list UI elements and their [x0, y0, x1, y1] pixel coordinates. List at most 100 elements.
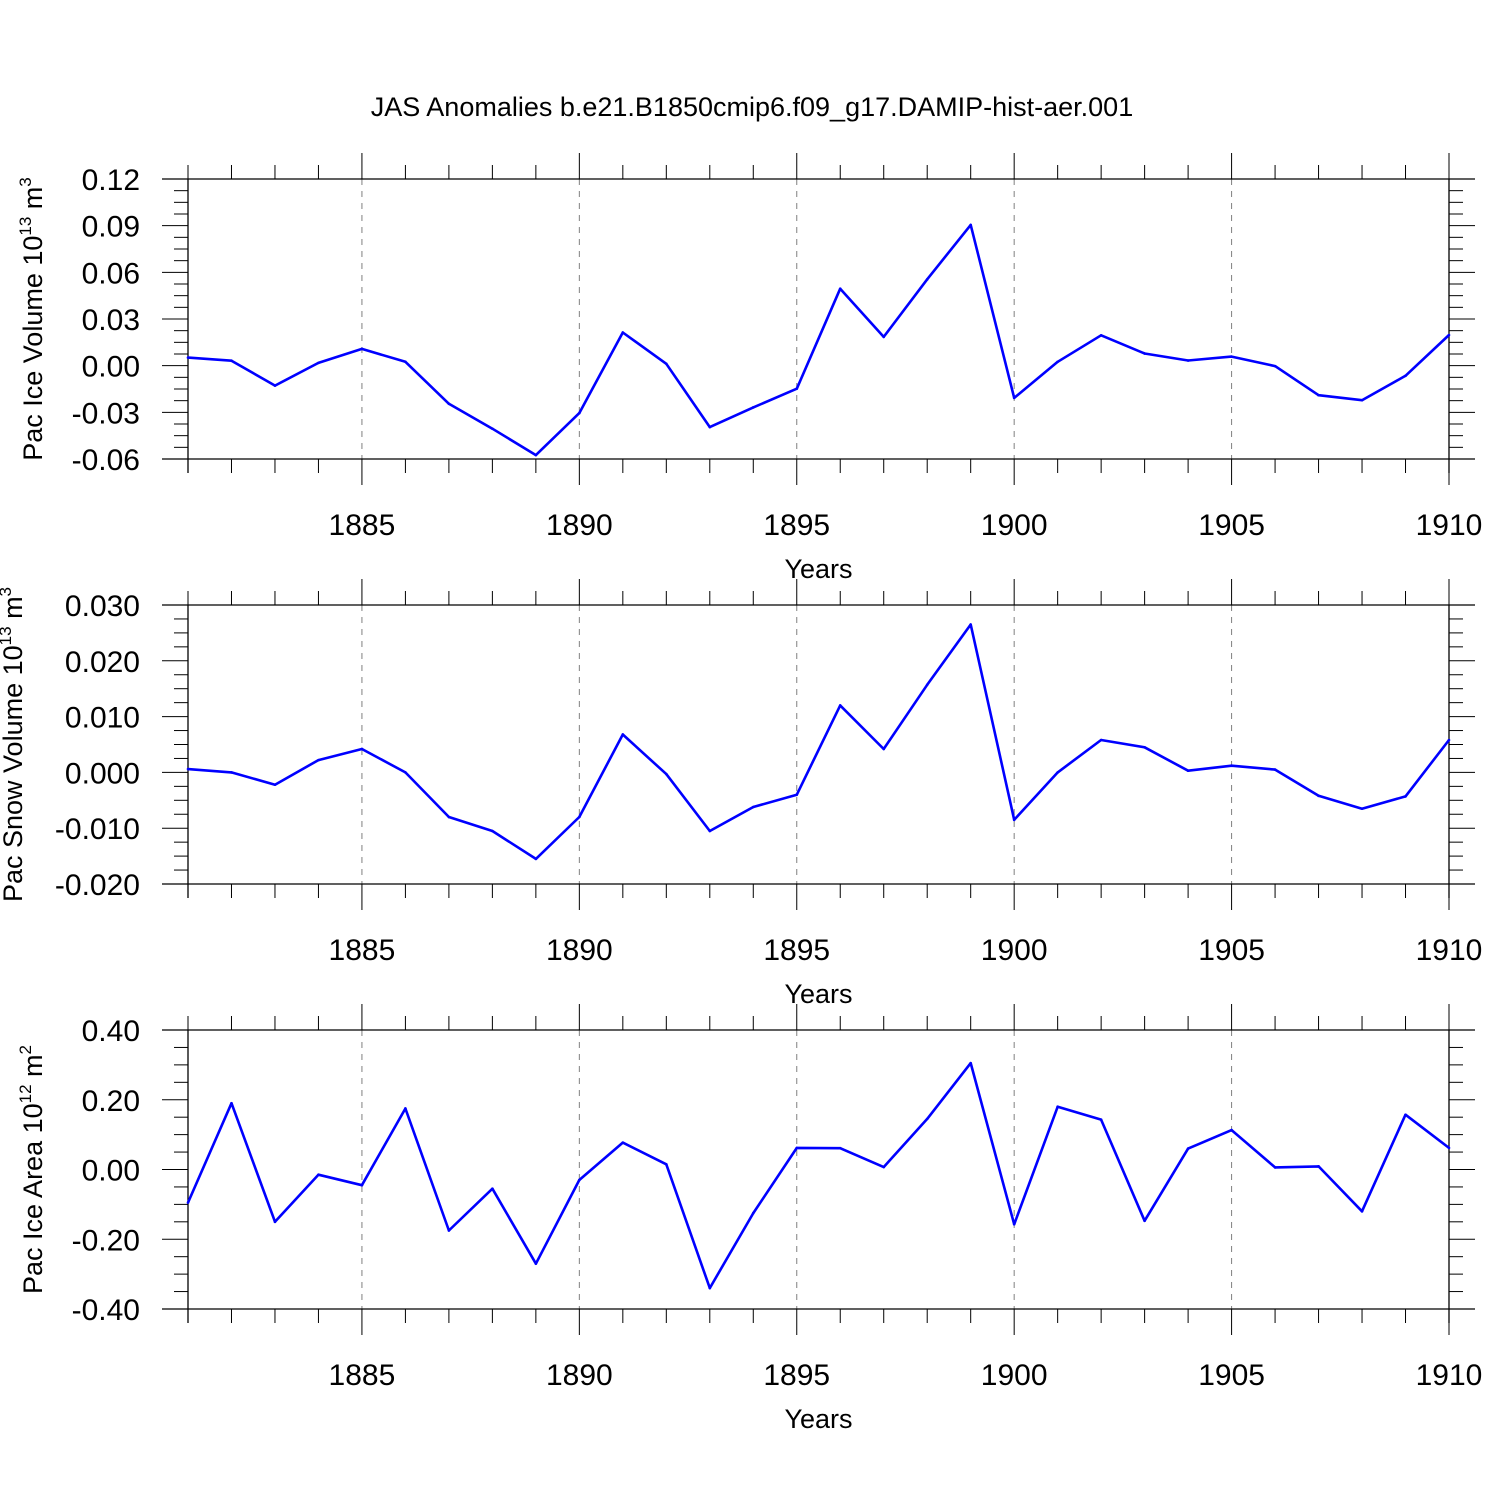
- data-point: [578, 411, 581, 415]
- y-tick-label: 0.00: [82, 1155, 140, 1188]
- data-point: [491, 427, 494, 430]
- data-point: [1404, 795, 1407, 798]
- y-tick-label: -0.020: [55, 869, 140, 902]
- y-tick-label: 0.12: [82, 164, 140, 197]
- data-point: [969, 623, 972, 626]
- y-axis-label-superscript: 3: [0, 587, 15, 596]
- y-tick-label: 0.09: [82, 211, 140, 244]
- data-point: [925, 1117, 929, 1121]
- data-point: [795, 1146, 799, 1150]
- y-axis-label: Pac Ice Area 1012 m2: [16, 1045, 48, 1294]
- y-axis-label-superscript: 3: [16, 177, 35, 186]
- figure-title: JAS Anomalies b.e21.B1850cmip6.f09_g17.D…: [371, 92, 1133, 122]
- data-point: [795, 387, 799, 390]
- data-point: [186, 1201, 190, 1204]
- data-point: [1056, 360, 1059, 364]
- x-tick-label: 1910: [1416, 509, 1483, 542]
- data-point: [1317, 1165, 1320, 1168]
- y-axis-label-part: m: [0, 596, 28, 626]
- data-point: [882, 1165, 886, 1169]
- panel-1: 0.12 0.09 0.06 0.03 0.00 -0.03 -0.06 1885 1890 18…: [16, 153, 1482, 584]
- y-axis-label-part: Pac Ice Volume 10: [18, 236, 48, 461]
- data-point: [1404, 1113, 1407, 1117]
- data-point: [925, 683, 929, 687]
- data-point: [838, 1146, 842, 1150]
- x-tick-label: 1885: [329, 934, 396, 967]
- data-point: [1056, 1105, 1059, 1109]
- data-point: [795, 793, 799, 797]
- x-axis-label: Years: [784, 554, 852, 584]
- x-tick-label: 1905: [1198, 1359, 1265, 1392]
- data-point: [360, 347, 364, 351]
- data-point: [969, 223, 972, 227]
- data-point: [1273, 768, 1277, 771]
- data-point: [1099, 738, 1103, 742]
- data-point: [447, 815, 451, 819]
- y-tick-label: 0.000: [65, 757, 140, 790]
- data-point: [1012, 1222, 1016, 1226]
- data-point: [751, 406, 755, 409]
- data-point: [1143, 745, 1146, 749]
- data-point: [1273, 364, 1277, 368]
- panel-3: 0.40 0.20 0.00 -0.20 -0.40 1885 1890 1895 1900 19…: [16, 1004, 1482, 1434]
- y-tick-label: 0.03: [82, 304, 140, 337]
- y-axis-label: Pac Ice Volume 1013 m3: [16, 177, 48, 461]
- x-tick-label: 1890: [546, 509, 613, 542]
- data-point: [1230, 764, 1233, 768]
- series-line: [187, 223, 1450, 457]
- series-line: [186, 1061, 1450, 1290]
- data-point: [230, 771, 233, 774]
- data-point: [404, 360, 407, 364]
- data-point: [273, 1220, 277, 1224]
- y-tick-label: -0.06: [72, 444, 140, 477]
- data-point: [621, 331, 625, 334]
- y-axis-label: Pac Snow Volume 1013 m3: [0, 587, 28, 902]
- data-point: [1099, 1118, 1103, 1121]
- x-tick-label: 1905: [1198, 509, 1265, 542]
- x-tick-label: 1900: [981, 934, 1048, 967]
- data-point: [1099, 334, 1103, 337]
- data-point: [578, 815, 581, 819]
- data-point: [1447, 1146, 1451, 1150]
- data-point: [404, 771, 407, 774]
- y-tick-label: 0.20: [82, 1085, 140, 1118]
- data-point: [534, 1262, 538, 1265]
- y-axis-label-superscript: 13: [0, 626, 15, 645]
- x-tick-label: 1905: [1198, 934, 1265, 967]
- data-point: [578, 1178, 581, 1182]
- data-point: [1317, 794, 1320, 798]
- y-tick-label: -0.40: [72, 1294, 140, 1327]
- x-tick-label: 1895: [763, 509, 830, 542]
- y-axis-label-part: m: [18, 1054, 48, 1084]
- data-point: [1143, 352, 1146, 355]
- data-point: [1186, 769, 1190, 773]
- data-point: [1360, 398, 1364, 402]
- data-point: [925, 278, 929, 281]
- data-point: [882, 335, 886, 339]
- data-point: [1012, 396, 1016, 400]
- data-point: [230, 1101, 233, 1105]
- data-point: [1143, 1219, 1146, 1223]
- data-point: [273, 384, 277, 387]
- data-point: [882, 747, 886, 751]
- panel-2: 0.030 0.020 0.010 0.000 -0.010 -0.020 1885 1890…: [0, 579, 1482, 1009]
- data-point: [317, 758, 320, 762]
- data-point: [1056, 771, 1059, 774]
- y-tick-label: 0.010: [65, 702, 140, 735]
- series-line: [187, 623, 1451, 861]
- x-tick-label: 1895: [763, 934, 830, 967]
- data-point: [665, 362, 668, 366]
- x-tick-label: 1890: [546, 1359, 613, 1392]
- data-point: [230, 359, 233, 362]
- data-point: [1273, 1166, 1277, 1169]
- data-point: [708, 829, 712, 833]
- data-point: [1447, 738, 1451, 742]
- data-point: [360, 1183, 364, 1187]
- x-tick-label: 1910: [1416, 1359, 1483, 1392]
- data-point: [273, 783, 277, 786]
- data-point: [186, 767, 190, 771]
- data-point: [1360, 807, 1364, 810]
- data-point: [1230, 355, 1233, 358]
- x-tick-label: 1900: [981, 1359, 1048, 1392]
